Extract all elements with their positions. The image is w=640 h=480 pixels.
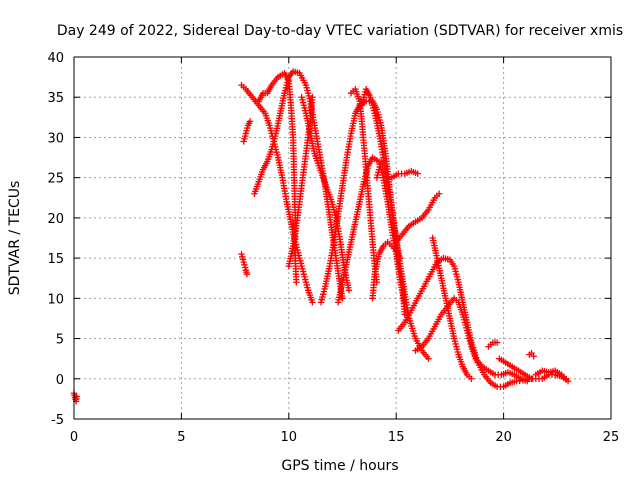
x-tick-label: 20: [495, 430, 512, 445]
x-axis-title: GPS time / hours: [281, 458, 398, 474]
data-point: [493, 339, 501, 346]
data-point: [530, 353, 537, 360]
data-point: [345, 287, 353, 294]
x-tick-label: 25: [603, 430, 620, 445]
y-tick-label: 5: [56, 333, 64, 348]
x-tick-label: 10: [281, 430, 298, 445]
data-point: [377, 158, 385, 165]
y-tick-label: 35: [47, 91, 64, 106]
x-tick-label: 5: [177, 430, 185, 445]
data-point: [435, 190, 443, 197]
data-point: [528, 375, 535, 382]
chart-title: Day 249 of 2022, Sidereal Day-to-day VTE…: [57, 23, 623, 39]
data-point: [414, 170, 421, 177]
data-point: [425, 355, 432, 362]
data-point: [309, 299, 316, 306]
grid-layer: [74, 57, 611, 419]
y-axis-title: SDTVAR / TECUs: [7, 181, 23, 296]
data-point: [468, 375, 475, 382]
data-point: [293, 279, 300, 286]
y-tick-label: 25: [47, 172, 64, 187]
data-point: [528, 349, 535, 357]
y-tick-label: 10: [47, 292, 64, 307]
data-point: [339, 295, 346, 302]
data-point: [243, 271, 251, 278]
y-tick-label: 30: [47, 131, 64, 146]
ticks-layer: 0 5 10 15 20 25 -5 0 5 10 15 20 25 30 35 40: [47, 51, 619, 445]
data-point: [562, 375, 570, 382]
plot-frame: [73, 56, 612, 420]
x-tick-label: 0: [70, 430, 78, 445]
y-tick-label: 20: [47, 212, 64, 227]
y-tick-label: 0: [56, 373, 64, 388]
data-point: [401, 311, 408, 318]
data-point: [397, 254, 404, 262]
data-point: [246, 118, 254, 125]
y-tick-label: 40: [47, 51, 64, 66]
y-tick-label: -5: [51, 413, 64, 428]
y-tick-label: 15: [47, 252, 64, 267]
data-points-layer: [70, 68, 572, 405]
x-tick-label: 15: [388, 430, 405, 445]
data-point: [309, 94, 316, 101]
